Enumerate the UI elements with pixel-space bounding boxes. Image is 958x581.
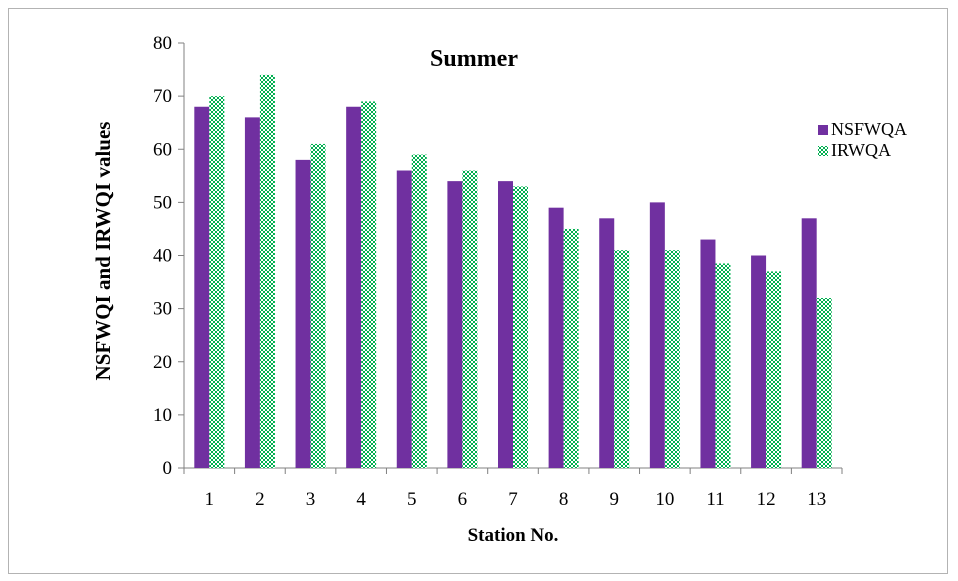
- y-tick-label: 40: [153, 246, 172, 267]
- x-tick-label: 10: [655, 489, 674, 510]
- bar-irwqa-3: [310, 143, 326, 468]
- bar-nsfwqa-10: [649, 202, 665, 468]
- bar-nsfwqa-7: [498, 181, 513, 468]
- bar-irwqa-13: [816, 298, 832, 468]
- x-tick-label: 7: [508, 489, 518, 510]
- bar-irwqa-11: [715, 263, 731, 468]
- bar-nsfwqa-2: [244, 117, 260, 468]
- bar-irwqa-6: [462, 170, 478, 468]
- chart-frame: 0 10 20 30 40 50 60 70 80 1 2 3 4 5 6 7 8 9 10 11 12 13 Summer…: [8, 8, 948, 574]
- bar-nsfwqa-13: [801, 218, 817, 468]
- y-tick-label: 70: [153, 86, 172, 107]
- bar-nsfwqa-6: [447, 181, 463, 468]
- y-tick-label: 50: [153, 192, 172, 213]
- legend-swatch-nsfwqa: [818, 125, 828, 135]
- x-tick-label: 6: [458, 489, 468, 510]
- x-tick-label: 3: [306, 489, 316, 510]
- legend-label-irwqa: IRWQA: [831, 140, 891, 160]
- x-tick-label: 5: [407, 489, 417, 510]
- bar-nsfwqa-1: [194, 106, 210, 468]
- bar-nsfwqa-5: [396, 170, 412, 468]
- x-tick-label: 9: [609, 489, 619, 510]
- x-tick-label: 4: [356, 489, 366, 510]
- bar-irwqa-8: [563, 228, 579, 468]
- x-tick-label: 8: [559, 489, 569, 510]
- x-tick-label: 13: [807, 489, 826, 510]
- y-tick-label: 80: [153, 33, 172, 54]
- bar-nsfwqa-4: [346, 106, 362, 468]
- bar-irwqa-10: [664, 250, 680, 468]
- bar-nsfwqa-8: [548, 207, 564, 468]
- y-tick-label: 30: [153, 299, 172, 320]
- x-tick-label: 1: [205, 489, 215, 510]
- y-axis-label: NSFWQI and IRWQI values: [91, 122, 115, 381]
- y-tick-label: 60: [153, 139, 172, 160]
- x-axis-label: Station No.: [468, 525, 559, 546]
- bar-irwqa-12: [766, 271, 782, 468]
- x-tick-label: 12: [757, 489, 776, 510]
- y-tick-label: 0: [163, 458, 173, 479]
- bar-nsfwqa-9: [599, 218, 615, 468]
- axes: [178, 42, 843, 474]
- y-tick-label: 10: [153, 405, 172, 426]
- legend-label-nsfwqa: NSFWQA: [831, 119, 907, 139]
- bar-irwqa-2: [259, 74, 275, 468]
- x-tick-label: 11: [706, 489, 724, 510]
- legend-swatch-irwqa: [818, 146, 828, 156]
- bars: [194, 74, 832, 468]
- bar-nsfwqa-3: [295, 159, 311, 468]
- bar-irwqa-1: [209, 96, 225, 468]
- bar-nsfwqa-12: [751, 255, 767, 468]
- y-tick-label: 20: [153, 352, 172, 373]
- bar-irwqa-9: [614, 250, 630, 468]
- x-tick-label: 2: [255, 489, 265, 510]
- chart-title: Summer: [430, 46, 518, 72]
- bar-irwqa-5: [411, 154, 427, 468]
- bar-irwqa-4: [361, 101, 377, 468]
- bar-nsfwqa-11: [700, 239, 716, 468]
- bar-irwqa-7: [513, 186, 528, 468]
